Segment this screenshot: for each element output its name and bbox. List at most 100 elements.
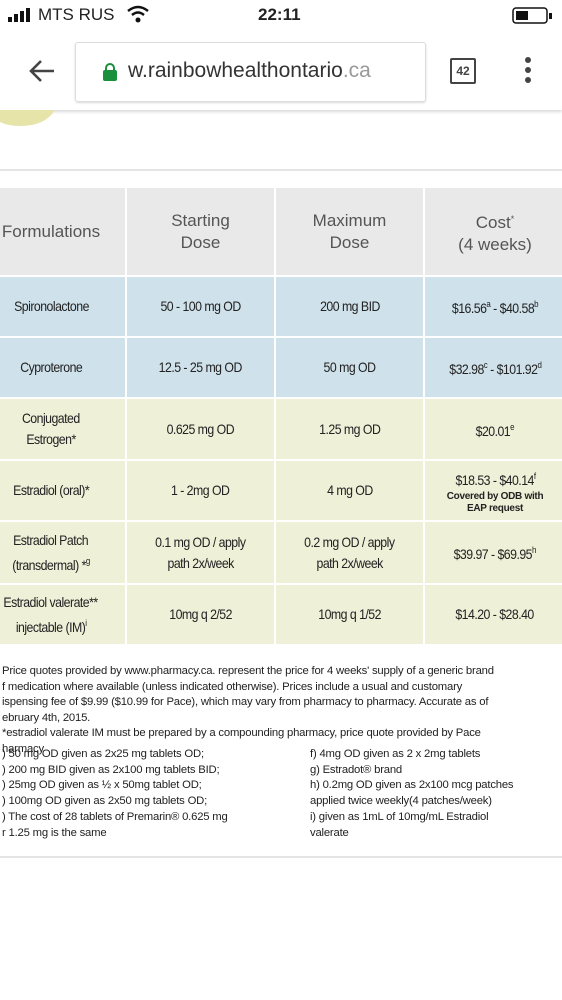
footnote-line: r 1.25 mg is the same: [2, 826, 107, 839]
cell-text: Spironolactone: [13, 298, 89, 314]
status-bar: MTS RUS 22:11: [0, 0, 562, 32]
cell-text: $14.20 - $28.40: [455, 606, 535, 622]
cell-line: injectable (IM)i: [16, 613, 87, 638]
cell-text: Cost: [475, 212, 511, 232]
cell-line: $14.20 - $28.40: [455, 604, 535, 625]
menu-button[interactable]: [522, 56, 534, 86]
footnote-line: i) given as 1mL of 10mg/mL Estradiol: [310, 810, 489, 823]
table-cell: 1 - 2mg OD: [127, 461, 274, 520]
footnote-line: Price quotes provided by www.pharmacy.ca…: [2, 665, 494, 677]
footnote-line: ispensing fee of $9.99 ($10.99 for Pace)…: [2, 696, 489, 708]
cell-text: injectable (IM): [15, 618, 86, 635]
footnote-line: f medication where available (unless ind…: [2, 680, 463, 693]
cell-line: Estradiol (oral)*: [13, 480, 89, 501]
footnote-line: ) 25mg OD given as ½ x 50mg tablet OD;: [2, 779, 202, 792]
footnote-line: ) The cost of 28 tablets of Premarin® 0.…: [2, 810, 228, 823]
table-cell: Conjugated Estrogen*: [0, 399, 125, 459]
table-cell: $18.53 - $40.14f Covered by ODB with EAP r…: [425, 461, 562, 520]
signal-icon: [8, 8, 30, 22]
cell-line: Cost*: [476, 208, 514, 234]
footnote-marker: c: [483, 360, 487, 370]
table-cell: 10mg q 2/52: [127, 585, 274, 644]
footnote-line: f) 4mg OD given as 2 x 2mg tablets: [310, 748, 481, 760]
footnote-marker: a: [486, 299, 491, 309]
cell-text: 50 mg OD: [323, 359, 376, 375]
cell-line: Maximum: [313, 210, 387, 232]
table-cell: 50 - 100 mg OD: [127, 277, 274, 336]
cell-line: 4 mg OD: [327, 480, 373, 501]
footnote-line: ) 100mg OD given as 2x50 mg tablets OD;: [2, 795, 208, 808]
cell-line: $18.53 - $40.14f: [454, 466, 536, 491]
footnote-line: h) 0.2mg OD given as 2x100 mcg patches: [310, 779, 514, 792]
footnote-line: harmacy: [2, 742, 44, 755]
cell-line: Estradiol valerate**: [3, 592, 99, 613]
footnote-line: ) 50 mg OD given as 2x25 mg tablets OD;: [2, 748, 204, 760]
footnote-marker: g: [85, 555, 90, 566]
footnote-marker: i: [85, 617, 87, 628]
table-cell: 0.2 mg OD / apply path 2x/week: [276, 522, 423, 583]
battery-icon: [512, 7, 552, 24]
cell-text: - $101.92: [486, 361, 538, 377]
tab-count[interactable]: 42: [450, 58, 476, 84]
cell-line: path 2x/week: [167, 553, 234, 574]
table-cell: 12.5 - 25 mg OD: [127, 338, 274, 397]
cell-line: 0.625 mg OD: [166, 419, 235, 440]
cell-text: Dose: [180, 232, 221, 252]
divider: [0, 856, 562, 858]
table-cell: 50 mg OD: [276, 338, 423, 397]
cell-line: 0.2 mg OD / apply: [304, 532, 395, 553]
cell-line: Dose: [330, 232, 370, 254]
cell-text: $18.53 - $40.14: [454, 472, 534, 488]
browser-toolbar: w.rainbowhealthontario.ca 42: [0, 32, 562, 110]
table-cell: 4 mg OD: [276, 461, 423, 520]
cell-line: (transdermal) *g: [12, 551, 90, 576]
cell-line: $32.98c - $101.92d: [449, 355, 542, 380]
cell-text: Maximum: [312, 210, 387, 230]
cell-text: $20.01: [475, 422, 511, 439]
cell-line: $16.56a - $40.58b: [452, 294, 539, 319]
cell-text: 200 mg BID: [319, 298, 380, 314]
cell-text: 0.625 mg OD: [166, 420, 235, 437]
table-cell: Estradiol valerate** injectable (IM)i: [0, 585, 125, 644]
table-cell: Estradiol Patch (transdermal) *g: [0, 522, 125, 583]
table-cell: $39.97 - $69.95h: [425, 522, 562, 583]
back-button[interactable]: [28, 58, 56, 84]
cell-line: 50 - 100 mg OD: [160, 296, 241, 317]
cell-text: Cyproterone: [19, 359, 83, 375]
header-cell: Cost* (4 weeks): [425, 188, 562, 275]
table-cell: 200 mg BID: [276, 277, 423, 336]
cell-line: Cyproterone: [19, 357, 83, 378]
footnote-line: ebruary 4th, 2015.: [2, 711, 91, 724]
cell-line: 10mg q 1/52: [318, 604, 381, 625]
table-cell: 0.625 mg OD: [127, 399, 274, 459]
header-cell: Formulations: [0, 188, 125, 275]
table-cell: $20.01e: [425, 399, 562, 459]
cell-text: path 2x/week: [316, 554, 383, 571]
footnote-marker: h: [532, 545, 537, 555]
cell-line: 1 - 2mg OD: [171, 480, 230, 501]
cell-text: (transdermal) *: [12, 556, 86, 573]
url-bar[interactable]: w.rainbowhealthontario.ca: [75, 42, 426, 102]
lock-icon: [103, 63, 117, 81]
footnote-line: valerate: [310, 826, 349, 839]
clock: 22:11: [258, 5, 301, 24]
cell-text: Conjugated: [22, 410, 80, 426]
footnote-line: g) Estradot® brand: [310, 763, 403, 776]
url-tld: .ca: [342, 59, 371, 82]
cell-line: path 2x/week: [316, 553, 383, 574]
cell-text: 10mg q 1/52: [318, 606, 381, 622]
table-cell: 0.1 mg OD / apply path 2x/week: [127, 522, 274, 583]
table-cell: 10mg q 1/52: [276, 585, 423, 644]
logo-fragment: [0, 110, 55, 126]
cell-text: Estradiol valerate**: [3, 593, 99, 610]
cell-line: 50 mg OD: [324, 357, 376, 378]
cell-line: (4 weeks): [458, 234, 532, 256]
footnote-line: *estradiol valerate IM must be prepared …: [2, 727, 481, 739]
cell-line: 1.25 mg OD: [319, 419, 381, 440]
coverage-note: EAP request: [467, 503, 523, 514]
cell-text: Starting: [171, 210, 230, 230]
footnote-marker: *: [510, 213, 515, 224]
cell-text: 50 - 100 mg OD: [160, 298, 241, 314]
